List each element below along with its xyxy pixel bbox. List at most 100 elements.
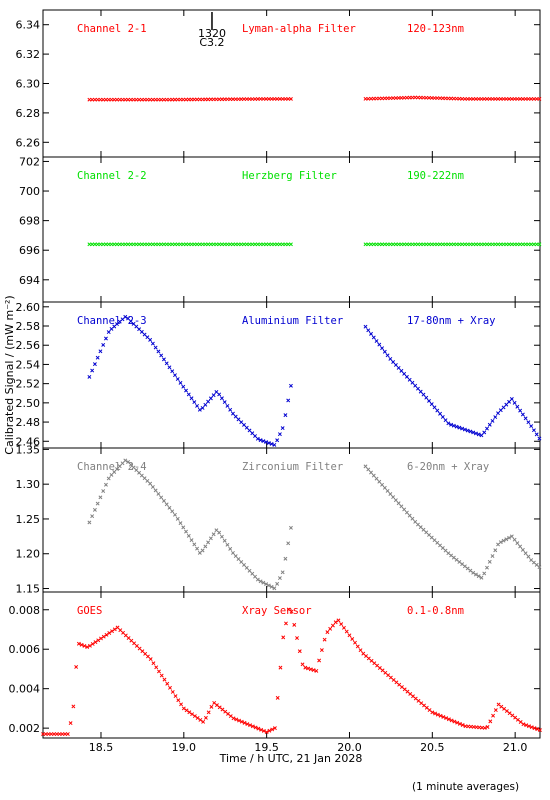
x-tick-label: 19.0 bbox=[172, 741, 197, 754]
data-point bbox=[95, 501, 100, 506]
data-point bbox=[134, 643, 139, 648]
data-point bbox=[493, 548, 498, 553]
data-point bbox=[161, 498, 166, 503]
y-tick-label: 6.32 bbox=[16, 48, 41, 61]
data-point bbox=[96, 638, 101, 643]
data-point bbox=[444, 716, 449, 721]
data-point bbox=[173, 694, 178, 699]
data-point bbox=[129, 638, 134, 643]
data-point bbox=[90, 368, 95, 373]
data-point bbox=[231, 550, 235, 555]
data-point bbox=[531, 428, 536, 433]
footnote: (1 minute averages) bbox=[412, 781, 520, 793]
data-point bbox=[471, 570, 476, 575]
y-tick-label: 700 bbox=[19, 185, 40, 198]
data-point bbox=[284, 621, 288, 626]
data-point bbox=[283, 556, 288, 561]
data-point bbox=[482, 571, 487, 576]
flare-time-label: 1320 bbox=[198, 27, 226, 40]
data-point bbox=[128, 319, 133, 324]
data-point bbox=[87, 520, 92, 525]
data-point bbox=[255, 436, 260, 441]
data-point bbox=[92, 507, 97, 512]
data-point bbox=[247, 568, 252, 573]
data-point bbox=[377, 342, 382, 347]
data-point bbox=[123, 314, 128, 319]
data-point bbox=[186, 533, 191, 538]
data-point bbox=[68, 721, 73, 726]
y-tick-label: 2.50 bbox=[16, 397, 41, 410]
data-point bbox=[336, 618, 341, 623]
data-point bbox=[286, 541, 291, 546]
data-point bbox=[244, 565, 249, 570]
series-points bbox=[41, 607, 542, 737]
data-point bbox=[369, 331, 373, 336]
data-point bbox=[277, 576, 282, 581]
data-point bbox=[272, 586, 277, 591]
data-point bbox=[161, 357, 166, 362]
data-point bbox=[244, 425, 249, 430]
data-point bbox=[297, 649, 302, 654]
data-point bbox=[82, 643, 87, 648]
data-point bbox=[488, 719, 493, 724]
y-tick-label: 696 bbox=[19, 244, 40, 257]
y-tick-label: 2.54 bbox=[16, 358, 41, 371]
data-point bbox=[239, 719, 244, 724]
data-point bbox=[537, 436, 542, 441]
data-point bbox=[429, 535, 434, 540]
data-point bbox=[455, 720, 460, 725]
data-point bbox=[131, 465, 136, 470]
data-point bbox=[504, 402, 509, 407]
data-point bbox=[178, 380, 183, 385]
data-point bbox=[123, 458, 128, 463]
data-point bbox=[402, 507, 407, 512]
data-point bbox=[443, 418, 448, 423]
data-point bbox=[404, 374, 409, 379]
data-point bbox=[134, 324, 139, 329]
data-point bbox=[278, 665, 283, 670]
panel-channel: Channel 2-1 bbox=[77, 23, 147, 35]
series-points bbox=[87, 95, 542, 102]
data-point bbox=[178, 521, 183, 526]
data-point bbox=[239, 420, 244, 425]
panel-filter: Zirconium Filter bbox=[242, 461, 343, 473]
data-point bbox=[537, 565, 542, 570]
data-point bbox=[347, 633, 352, 638]
data-point bbox=[283, 413, 288, 418]
data-point bbox=[269, 442, 274, 446]
data-point bbox=[512, 400, 517, 405]
data-point bbox=[308, 667, 313, 672]
data-point bbox=[192, 542, 197, 547]
y-tick-label: 2.48 bbox=[16, 416, 41, 429]
data-point bbox=[209, 704, 214, 709]
data-point bbox=[537, 242, 542, 247]
data-point bbox=[92, 362, 97, 367]
data-point bbox=[523, 416, 528, 421]
data-point bbox=[267, 728, 272, 733]
data-point bbox=[404, 510, 409, 515]
data-point bbox=[275, 438, 280, 443]
data-point bbox=[288, 242, 293, 247]
data-point bbox=[471, 430, 476, 435]
data-point bbox=[192, 714, 197, 719]
data-point bbox=[482, 430, 487, 435]
data-point bbox=[242, 422, 246, 427]
data-point bbox=[154, 665, 159, 670]
data-point bbox=[325, 630, 330, 635]
data-point bbox=[266, 441, 271, 445]
data-point bbox=[200, 548, 205, 553]
y-tick-label: 2.58 bbox=[16, 320, 41, 333]
data-point bbox=[87, 643, 92, 648]
data-point bbox=[142, 332, 147, 337]
panel-channel: Channel 2-2 bbox=[77, 170, 147, 182]
data-point bbox=[71, 704, 76, 709]
y-tick-label: 1.35 bbox=[16, 443, 41, 456]
data-point bbox=[170, 369, 175, 374]
data-point bbox=[237, 718, 241, 723]
data-point bbox=[473, 431, 478, 436]
data-point bbox=[118, 628, 123, 633]
data-point bbox=[399, 504, 404, 509]
data-point bbox=[393, 363, 398, 367]
data-point bbox=[485, 426, 489, 431]
